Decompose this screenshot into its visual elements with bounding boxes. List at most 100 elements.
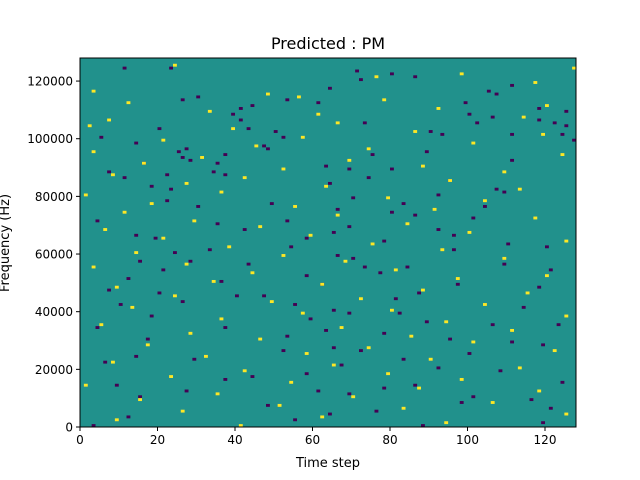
heatmap-cell-low bbox=[475, 121, 480, 125]
heatmap-cell-low bbox=[149, 184, 154, 188]
heatmap-cell-high bbox=[200, 156, 205, 159]
heatmap-cell-high bbox=[343, 259, 348, 263]
heatmap-cell-low bbox=[560, 380, 565, 384]
heatmap-cell-low bbox=[490, 323, 495, 327]
heatmap-cell-low bbox=[521, 305, 526, 309]
heatmap-cell-low bbox=[448, 337, 453, 341]
heatmap-cell-high bbox=[126, 101, 131, 105]
y-tick-label: 100000 bbox=[27, 132, 73, 146]
heatmap-cell-high bbox=[254, 144, 259, 148]
heatmap-cell-low bbox=[266, 147, 270, 151]
heatmap-cell-low bbox=[173, 251, 177, 255]
heatmap-cell-low bbox=[157, 127, 162, 131]
heatmap-cell-low bbox=[242, 228, 247, 231]
heatmap-cell-low bbox=[211, 170, 216, 174]
heatmap-cell-low bbox=[285, 334, 290, 338]
heatmap-cell-low bbox=[428, 130, 433, 133]
heatmap-cell-high bbox=[134, 251, 139, 255]
heatmap-cell-high bbox=[564, 314, 569, 318]
heatmap-cell-low bbox=[304, 236, 309, 240]
heatmap-cell-high bbox=[184, 181, 189, 185]
heatmap-cell-low bbox=[324, 164, 329, 168]
heatmap-cell-high bbox=[173, 294, 177, 298]
heatmap-cell-low bbox=[502, 262, 507, 266]
heatmap-cell-high bbox=[444, 320, 449, 324]
heatmap-cell-high bbox=[366, 346, 371, 350]
heatmap-cell-low bbox=[548, 406, 553, 410]
heatmap-cell-low bbox=[378, 271, 383, 275]
heatmap-cell-high bbox=[204, 354, 208, 358]
heatmap-cell-low bbox=[335, 254, 340, 257]
heatmap-cell-high bbox=[564, 412, 569, 416]
heatmap-cell-low bbox=[401, 202, 406, 206]
heatmap-cell-low bbox=[510, 83, 515, 87]
heatmap-cell-high bbox=[517, 187, 522, 191]
heatmap-cell-high bbox=[413, 130, 418, 133]
heatmap-cell-high bbox=[192, 219, 197, 223]
heatmap-cell-low bbox=[223, 326, 228, 329]
heatmap-cell-high bbox=[277, 403, 282, 407]
heatmap-cell-low bbox=[250, 104, 255, 108]
heatmap-cell-low bbox=[390, 72, 394, 76]
heatmap-cell-high bbox=[161, 236, 166, 240]
heatmap-cell-low bbox=[390, 167, 394, 171]
heatmap-cell-high bbox=[114, 418, 119, 422]
heatmap-cell-low bbox=[316, 389, 321, 393]
heatmap-cell-low bbox=[304, 274, 309, 278]
heatmap-cell-low bbox=[215, 161, 220, 165]
heatmap-cell-high bbox=[459, 377, 464, 381]
heatmap-cell-low bbox=[188, 259, 193, 263]
heatmap-cell-low bbox=[169, 66, 174, 70]
heatmap-cell-low bbox=[459, 401, 464, 404]
heatmap-cell-low bbox=[165, 173, 170, 177]
heatmap-cell-low bbox=[537, 285, 542, 289]
heatmap-cell-low bbox=[91, 424, 96, 427]
heatmap-cell-low bbox=[455, 282, 460, 286]
heatmap-cell-high bbox=[231, 127, 236, 131]
heatmap-cell-low bbox=[355, 69, 360, 73]
heatmap-cell-low bbox=[471, 395, 476, 399]
heatmap-cell-low bbox=[328, 412, 332, 416]
heatmap-cell-low bbox=[250, 375, 255, 378]
y-tick-label: 80000 bbox=[35, 190, 73, 204]
heatmap-cell-high bbox=[169, 375, 174, 378]
heatmap-cell-low bbox=[370, 153, 375, 157]
heatmap-cell-low bbox=[331, 308, 336, 312]
heatmap-cell-low bbox=[219, 279, 224, 283]
y-axis: 0 20000 40000 60000 80000 100000 120000 bbox=[27, 75, 80, 435]
heatmap-cell-high bbox=[138, 398, 143, 402]
heatmap-cell-high bbox=[122, 210, 127, 214]
heatmap-cell-low bbox=[99, 135, 104, 139]
heatmap-cell-low bbox=[393, 297, 398, 301]
heatmap-cell-high bbox=[145, 343, 150, 347]
heatmap-cell-low bbox=[215, 222, 220, 226]
heatmap-cell-low bbox=[347, 167, 352, 171]
heatmap-cell-low bbox=[490, 115, 495, 119]
x-axis-label: Time step bbox=[295, 456, 360, 471]
heatmap-cell-low bbox=[107, 170, 112, 174]
x-tick-label: 100 bbox=[456, 433, 479, 447]
heatmap-cell-low bbox=[424, 320, 429, 324]
heatmap-cell-high bbox=[269, 300, 274, 304]
y-tick-label: 0 bbox=[65, 421, 73, 435]
heatmap-cell-low bbox=[413, 383, 418, 387]
heatmap-cell-high bbox=[211, 279, 216, 283]
heatmap-cell-low bbox=[483, 205, 487, 208]
heatmap-cell-low bbox=[207, 248, 212, 252]
heatmap-cell-high bbox=[107, 118, 112, 122]
heatmap-cell-high bbox=[405, 222, 410, 226]
heatmap-cell-low bbox=[223, 377, 228, 381]
heatmap-cell-high bbox=[207, 109, 212, 113]
heatmap-cell-high bbox=[103, 228, 108, 231]
heatmap-cell-high bbox=[401, 406, 406, 410]
heatmap-cell-low bbox=[405, 265, 410, 269]
y-tick-label: 120000 bbox=[27, 75, 73, 89]
heatmap-cell-low bbox=[494, 92, 499, 96]
heatmap-cell-low bbox=[223, 173, 228, 177]
y-tick-label: 40000 bbox=[35, 305, 73, 319]
heatmap-cell-low bbox=[126, 415, 131, 419]
heatmap-cell-high bbox=[393, 268, 398, 272]
heatmap-cell-low bbox=[374, 409, 379, 413]
heatmap-cell-low bbox=[118, 303, 123, 306]
heatmap-cell-high bbox=[238, 424, 243, 427]
